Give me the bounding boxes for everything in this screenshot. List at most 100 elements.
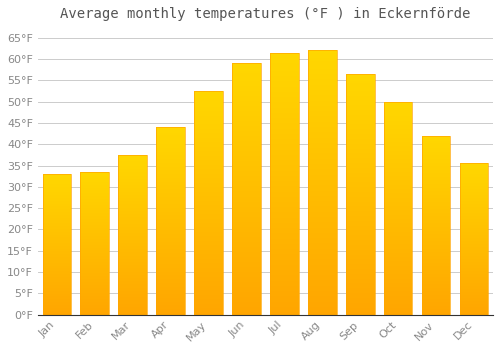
Bar <box>460 212 488 214</box>
Bar <box>194 165 223 167</box>
Bar <box>422 295 450 297</box>
Bar <box>156 135 185 136</box>
Bar <box>80 210 109 212</box>
Bar <box>384 187 412 189</box>
Bar <box>232 71 260 73</box>
Bar <box>460 178 488 180</box>
Bar <box>384 178 412 181</box>
Bar <box>156 296 185 298</box>
Bar <box>80 262 109 263</box>
Bar <box>346 194 374 197</box>
Bar <box>308 275 336 278</box>
Bar <box>460 251 488 253</box>
Bar <box>308 302 336 304</box>
Bar <box>80 280 109 282</box>
Bar <box>194 295 223 297</box>
Bar <box>232 212 260 214</box>
Bar <box>194 185 223 187</box>
Bar <box>346 163 374 166</box>
Bar <box>42 257 71 259</box>
Bar <box>346 79 374 81</box>
Bar <box>232 108 260 111</box>
Bar <box>422 239 450 241</box>
Bar <box>384 189 412 191</box>
Bar <box>384 153 412 155</box>
Bar <box>80 220 109 222</box>
Bar <box>42 310 71 312</box>
Bar <box>460 195 488 197</box>
Bar <box>460 259 488 260</box>
Bar <box>118 179 147 181</box>
Bar <box>460 224 488 225</box>
Bar <box>308 309 336 312</box>
Bar <box>42 248 71 250</box>
Bar <box>384 304 412 306</box>
Bar <box>308 267 336 270</box>
Bar <box>118 198 147 200</box>
Bar <box>308 233 336 236</box>
Bar <box>156 307 185 309</box>
Bar <box>422 266 450 268</box>
Bar <box>80 231 109 232</box>
Bar <box>422 181 450 182</box>
Bar <box>156 247 185 249</box>
Bar <box>42 190 71 191</box>
Bar <box>42 214 71 215</box>
Bar <box>194 250 223 252</box>
Bar <box>118 168 147 169</box>
Bar <box>384 293 412 296</box>
Bar <box>422 141 450 143</box>
Bar <box>156 270 185 272</box>
Bar <box>384 310 412 313</box>
Bar <box>422 195 450 197</box>
Bar <box>384 257 412 259</box>
Bar <box>346 209 374 211</box>
Bar <box>308 53 336 56</box>
Bar <box>156 294 185 296</box>
Bar <box>308 241 336 243</box>
Bar <box>270 273 298 275</box>
Bar <box>118 203 147 204</box>
Bar <box>232 252 260 254</box>
Bar <box>156 127 185 129</box>
Bar <box>460 239 488 240</box>
Bar <box>384 276 412 279</box>
Bar <box>460 274 488 275</box>
Bar <box>422 209 450 211</box>
Bar <box>346 93 374 96</box>
Bar <box>232 166 260 169</box>
Bar <box>232 136 260 139</box>
Bar <box>42 206 71 208</box>
Bar <box>118 244 147 246</box>
Bar <box>118 214 147 216</box>
Bar <box>346 281 374 284</box>
Bar <box>80 206 109 208</box>
Bar <box>422 284 450 286</box>
Bar <box>118 273 147 275</box>
Bar <box>308 312 336 315</box>
Bar <box>80 198 109 199</box>
Bar <box>156 191 185 193</box>
Bar <box>42 237 71 239</box>
Bar <box>270 123 298 126</box>
Bar <box>232 179 260 181</box>
Bar <box>308 251 336 254</box>
Bar <box>118 192 147 193</box>
Bar <box>194 136 223 138</box>
Bar <box>270 244 298 247</box>
Bar <box>270 160 298 163</box>
Bar <box>346 96 374 98</box>
Bar <box>194 131 223 133</box>
Bar <box>384 212 412 215</box>
Bar <box>346 139 374 141</box>
Bar <box>232 144 260 146</box>
Bar <box>308 254 336 257</box>
Bar <box>232 86 260 88</box>
Bar <box>270 176 298 178</box>
Bar <box>194 303 223 306</box>
Bar <box>308 100 336 103</box>
Bar <box>194 154 223 156</box>
Bar <box>422 146 450 148</box>
Bar <box>232 128 260 131</box>
Bar <box>422 218 450 220</box>
